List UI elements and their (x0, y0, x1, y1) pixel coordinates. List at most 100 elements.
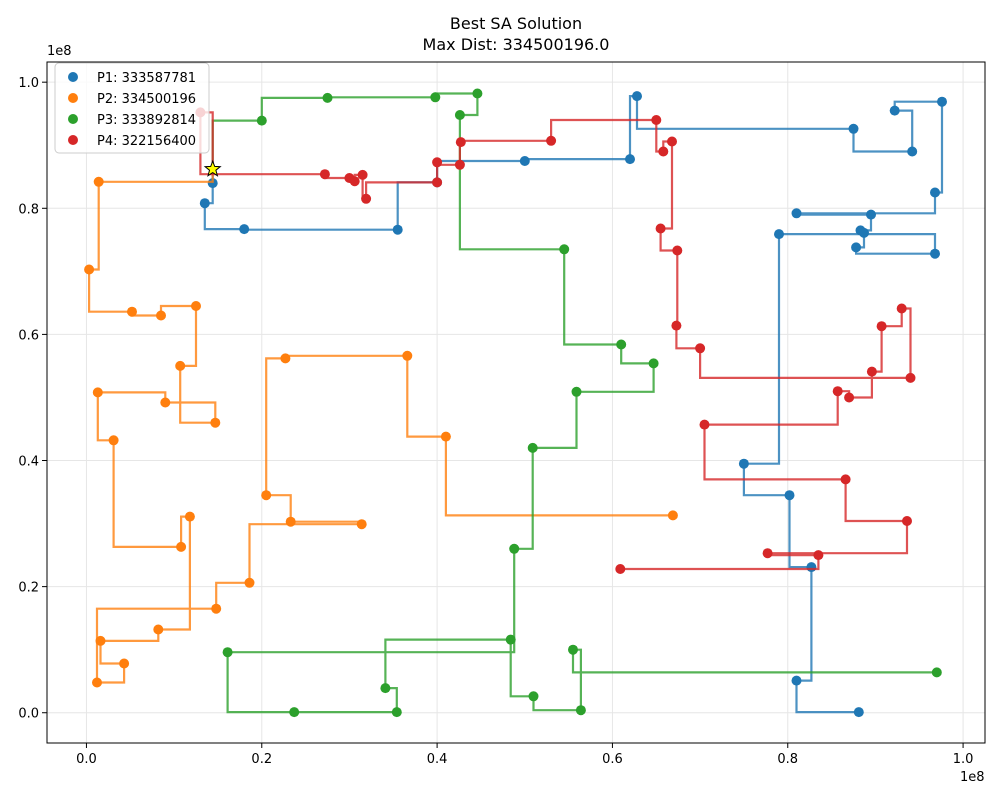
legend-marker-p2 (68, 93, 78, 103)
data-point-p4 (902, 516, 912, 526)
data-point-p2 (285, 516, 296, 527)
x-tick-label: 1.0 (953, 752, 974, 767)
data-point-p3 (256, 115, 267, 126)
data-point-p2 (153, 624, 164, 635)
data-point-p1 (853, 707, 864, 718)
data-point-p4 (762, 548, 773, 559)
data-point-p3 (322, 92, 333, 103)
data-point-p4 (896, 303, 907, 314)
data-point-p1 (625, 154, 635, 165)
data-point-p4 (658, 146, 669, 157)
data-point-p4 (651, 115, 662, 125)
data-point-p4 (699, 419, 710, 430)
x-axis-offset-label: 1e8 (960, 770, 985, 785)
x-tick-label: 0.4 (427, 752, 448, 767)
data-point-p4 (813, 550, 824, 561)
data-point-p2 (667, 510, 678, 521)
x-tick-label: 0.2 (251, 752, 272, 767)
data-point-p1 (889, 105, 900, 116)
data-point-p2 (440, 431, 451, 442)
depot-star-icon (203, 159, 222, 177)
data-point-p1 (848, 123, 859, 134)
chart-title: Best SA Solution (450, 14, 582, 33)
data-point-p1 (851, 242, 862, 253)
data-point-p4 (866, 366, 877, 377)
y-tick-label: 0.4 (18, 455, 39, 470)
data-point-p3 (528, 691, 539, 702)
data-point-p2 (402, 350, 413, 361)
data-point-p3 (568, 644, 578, 655)
data-point-p1 (239, 224, 250, 235)
data-point-p4 (695, 343, 706, 354)
data-point-p4 (840, 474, 851, 485)
y-tick-label: 1.0 (18, 76, 39, 91)
data-point-p4 (357, 169, 368, 180)
data-point-p4 (832, 386, 843, 397)
data-point-p4 (667, 136, 677, 147)
data-point-p2 (191, 301, 201, 311)
data-point-p4 (319, 169, 330, 180)
data-point-p4 (671, 320, 682, 331)
data-point-p4 (876, 321, 887, 332)
data-point-p4 (672, 245, 683, 256)
data-point-p4 (454, 159, 465, 170)
data-point-p1 (199, 198, 210, 209)
data-point-p3 (454, 110, 465, 120)
data-point-p1 (791, 675, 802, 686)
data-point-p4 (455, 137, 466, 148)
data-point-p4 (432, 177, 443, 188)
data-point-p1 (937, 96, 947, 107)
y-tick-label: 0.8 (18, 202, 39, 217)
data-point-p1 (784, 490, 795, 501)
data-point-p3 (616, 339, 627, 350)
data-point-p3 (380, 683, 391, 694)
legend: P1: 333587781 P2: 334500196 P3: 33389281… (54, 62, 210, 154)
data-point-p4 (655, 223, 666, 234)
data-point-p4 (844, 392, 855, 403)
data-point-p1 (907, 146, 918, 157)
data-point-p3 (571, 386, 582, 397)
data-point-p4 (349, 176, 360, 187)
data-point-p2 (244, 577, 255, 588)
data-point-p4 (905, 372, 916, 383)
data-point-p3 (505, 634, 516, 645)
data-point-p2 (156, 310, 166, 321)
data-point-p3 (559, 244, 570, 255)
data-point-p1 (866, 209, 876, 220)
data-point-p1 (930, 248, 940, 259)
data-point-p3 (575, 705, 586, 716)
y-axis-offset-label: 1e8 (47, 44, 72, 59)
chart-subtitle: Max Dist: 334500196.0 (423, 35, 610, 54)
y-tick-label: 0.0 (18, 707, 39, 722)
data-point-p2 (176, 541, 187, 552)
data-point-p2 (93, 176, 104, 187)
data-point-p3 (222, 647, 233, 658)
data-point-p3 (289, 707, 300, 718)
data-point-p2 (92, 387, 103, 398)
legend-label-p1: P1: 333587781 (97, 71, 196, 86)
data-point-p1 (774, 229, 784, 240)
data-point-p2 (127, 306, 137, 317)
legend-marker-p1 (68, 72, 78, 82)
legend-marker-p4 (68, 135, 78, 145)
legend-box (54, 62, 210, 154)
y-tick-label: 0.2 (18, 581, 39, 596)
data-point-p1 (930, 187, 940, 198)
data-point-p1 (519, 156, 530, 166)
data-point-p1 (738, 458, 749, 469)
data-point-p2 (92, 677, 102, 688)
data-point-p2 (119, 658, 130, 669)
data-point-p1 (791, 208, 802, 219)
data-point-p3 (931, 667, 942, 678)
x-tick-label: 0.8 (777, 752, 798, 767)
data-point-p1 (207, 178, 218, 189)
data-point-p3 (391, 707, 402, 718)
data-point-p2 (108, 435, 119, 446)
data-point-p2 (175, 360, 186, 371)
legend-label-p4: P4: 322156400 (97, 134, 196, 149)
axes: 0.0 0.2 0.4 0.6 0.8 1.0 0.0 0.2 0.4 0.6 0.8 1.0 (18, 76, 973, 767)
x-tick-label: 0.6 (602, 752, 623, 767)
legend-label-p3: P3: 333892814 (97, 113, 196, 128)
data-point-p3 (648, 358, 659, 369)
